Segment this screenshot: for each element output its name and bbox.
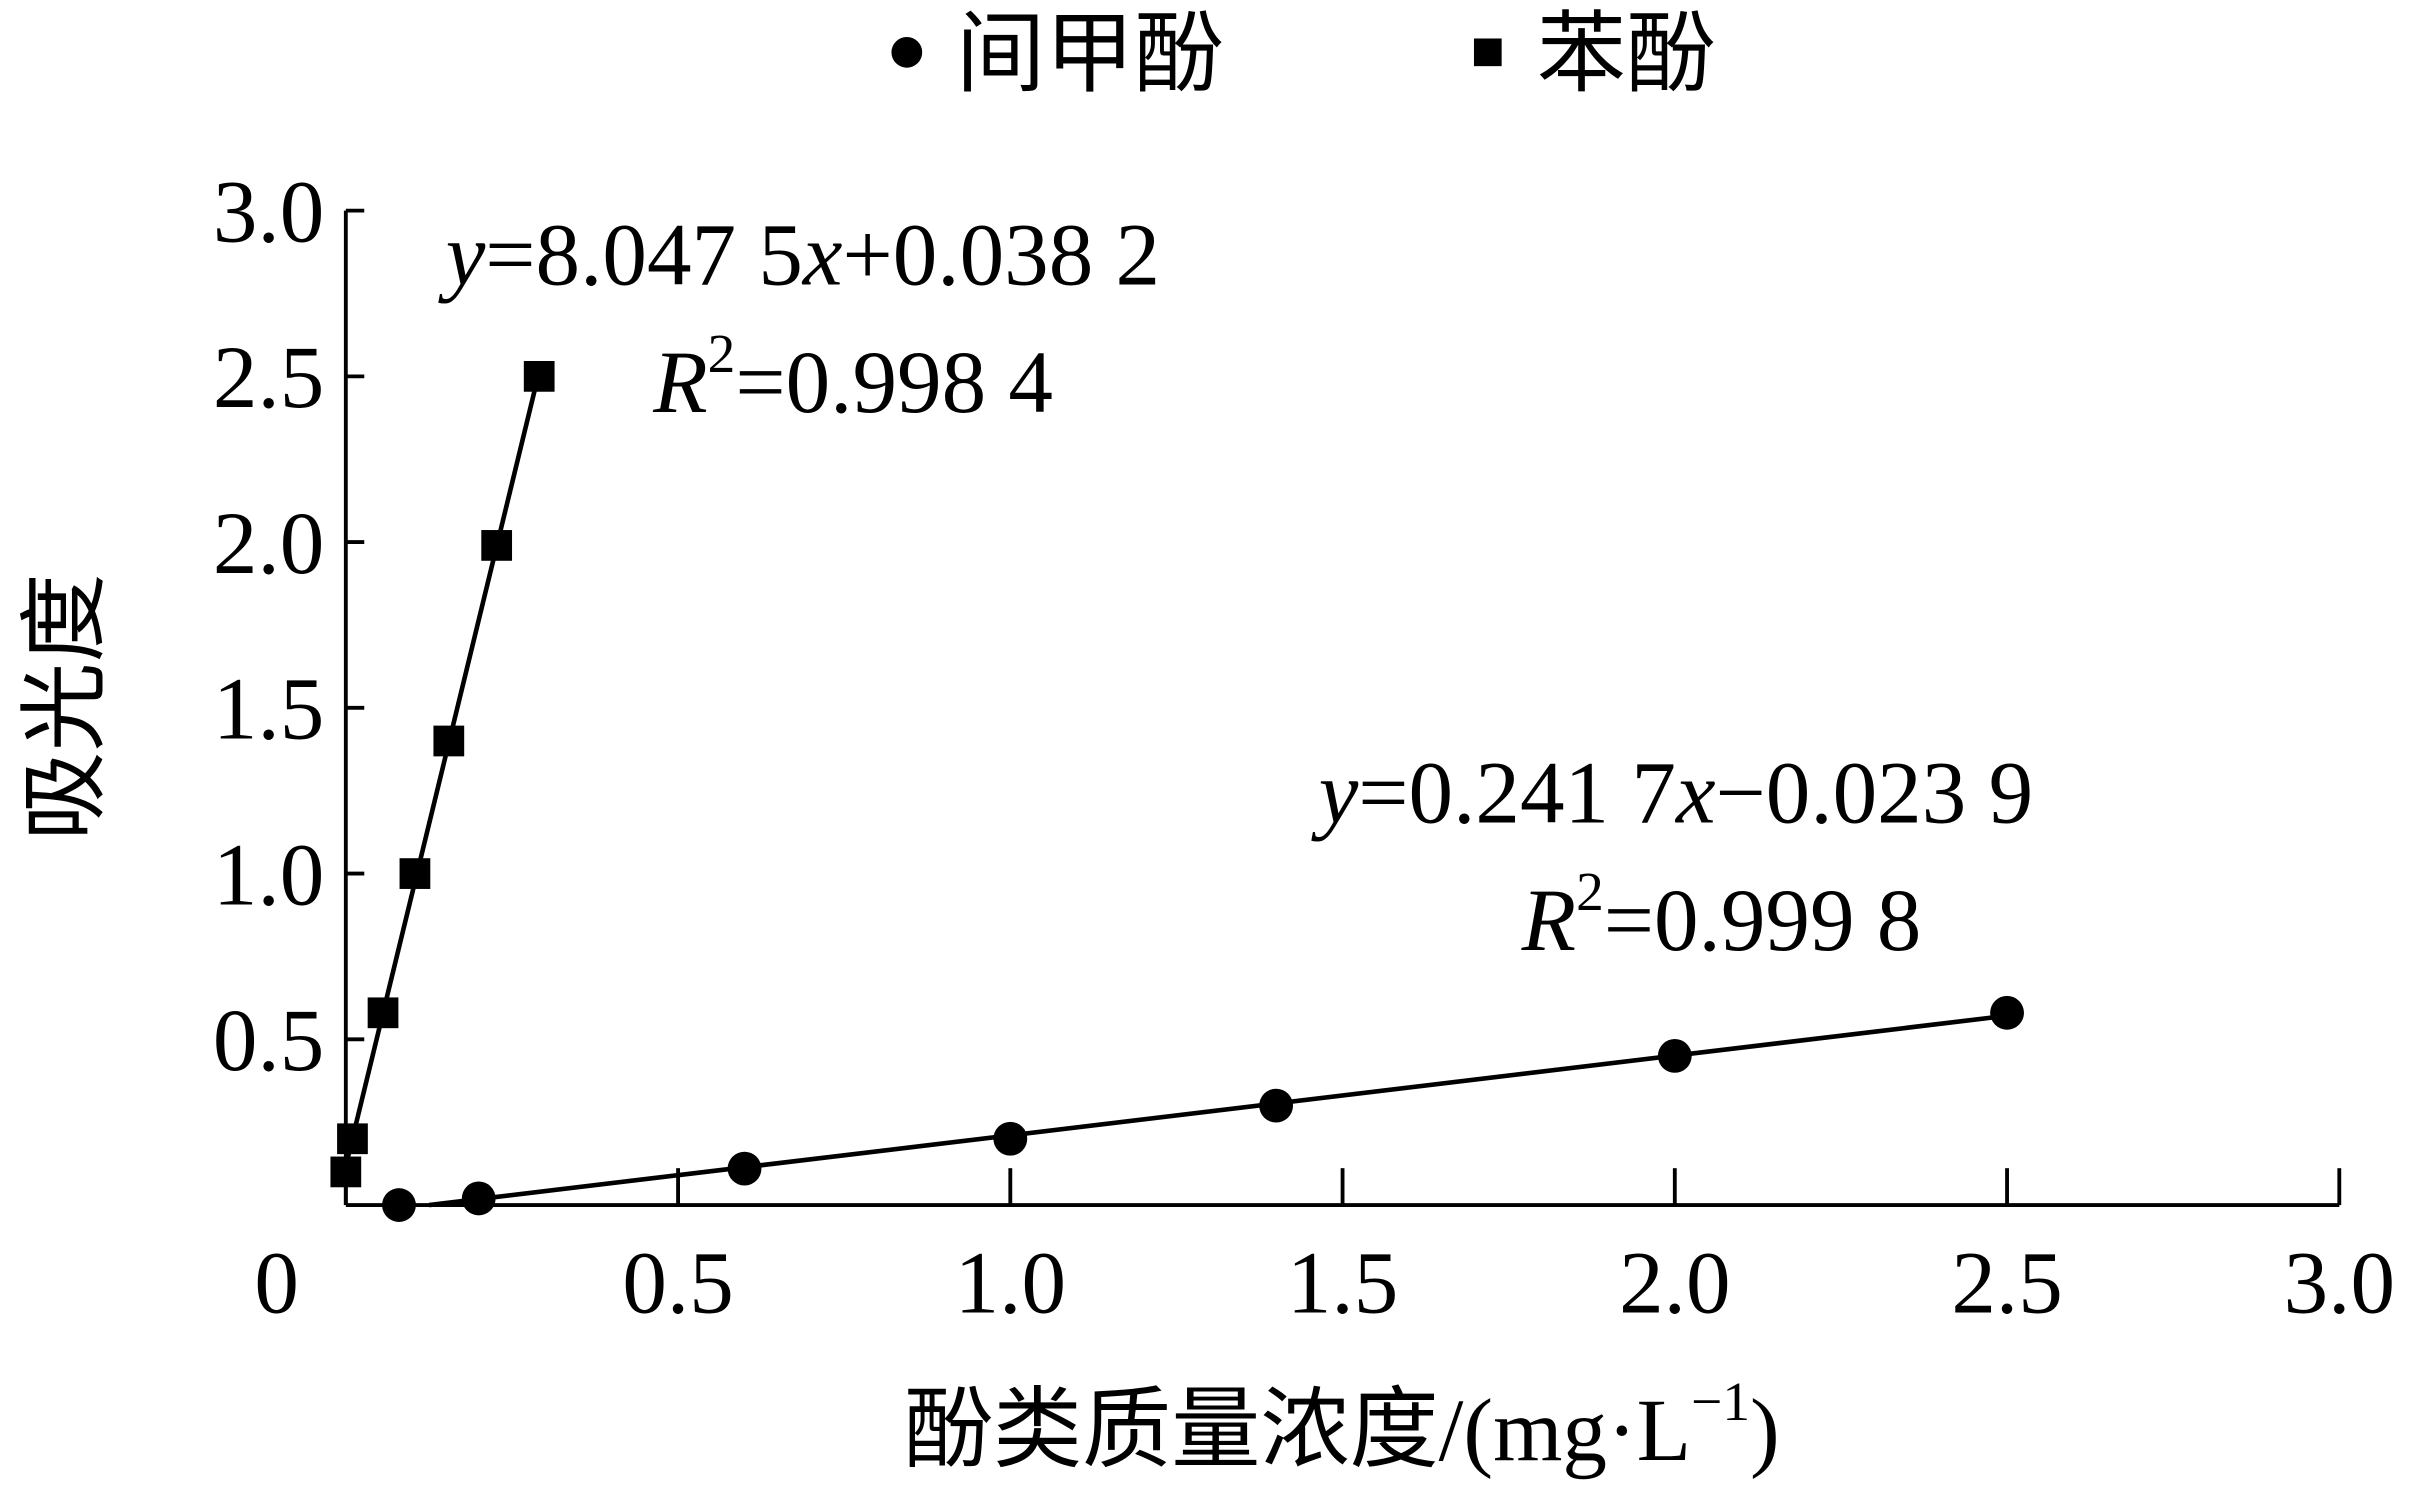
data-point [399,858,431,889]
fit-line [428,1013,2008,1208]
x-axis-title-part: ) [1750,1382,1780,1480]
r-squared: R2=0.999 8 [1521,861,1922,970]
data-point [993,1121,1028,1156]
data-point [382,1188,416,1222]
data-point [1990,995,2024,1030]
r-squared-symbol: R [1521,872,1576,970]
x-tick-label: 2.0 [1619,1235,1730,1333]
x-tick-label: 0 [254,1235,299,1333]
fit-equation: y=0.241 7x−0.023 9 [1311,744,2033,842]
data-point [481,530,513,561]
data-point [523,360,555,392]
x-tick-label: 1.5 [1287,1235,1398,1333]
data-point [330,1156,362,1188]
fit-equation-part: y [1311,744,1359,842]
y-tick-label: 1.5 [213,661,324,759]
data-point [727,1151,762,1186]
data-point [461,1181,496,1216]
r-squared: R2=0.998 4 [652,323,1053,432]
x-tick-label: 3.0 [2284,1235,2395,1333]
x-tick-label: 1.0 [955,1235,1066,1333]
y-tick-label: 2.0 [213,495,324,593]
x-tick-label: 0.5 [622,1235,733,1333]
data-point [433,725,465,757]
legend-label: 间甲酚 [956,7,1223,105]
fit-equation-part: +0.038 2 [842,206,1160,304]
r-squared-sup: 2 [1576,861,1604,922]
data-point [337,1123,368,1155]
y-tick-label: 3.0 [213,163,324,261]
y-tick-label: 1.0 [213,826,324,924]
x-axis-title: 酚类质量浓度/(mg·L−1) [904,1371,1780,1480]
data-point [1259,1088,1294,1123]
r-squared-value: =0.999 8 [1604,872,1922,970]
r-squared-value: =0.998 4 [735,334,1053,432]
x-tick-label: 2.5 [1951,1235,2062,1333]
fit-equation-part: −0.023 9 [1716,744,2034,842]
legend-marker [1473,38,1502,67]
fit-line [343,371,542,1167]
fit-equation-part: x [801,206,843,304]
fit-equation-part: y [438,206,486,304]
r-squared-sup: 2 [708,323,736,384]
legend-marker [891,36,923,68]
data-point [367,997,399,1029]
fit-equation-part: x [1674,744,1716,842]
y-axis-title: 吸光度 [17,573,115,840]
fit-equation: y=8.047 5x+0.038 2 [438,206,1160,304]
r-squared-symbol: R [652,334,707,432]
data-point [1657,1038,1692,1073]
fit-equation-part: =8.047 5 [485,206,803,304]
y-tick-label: 0.5 [213,992,324,1090]
legend-label: 苯酚 [1537,7,1715,105]
fit-equation-part: =0.241 7 [1358,744,1676,842]
x-axis-title-sup: −1 [1691,1371,1750,1432]
y-tick-label: 2.5 [213,329,324,427]
x-axis-title-part: 酚类质量浓度/(mg·L [904,1382,1691,1480]
